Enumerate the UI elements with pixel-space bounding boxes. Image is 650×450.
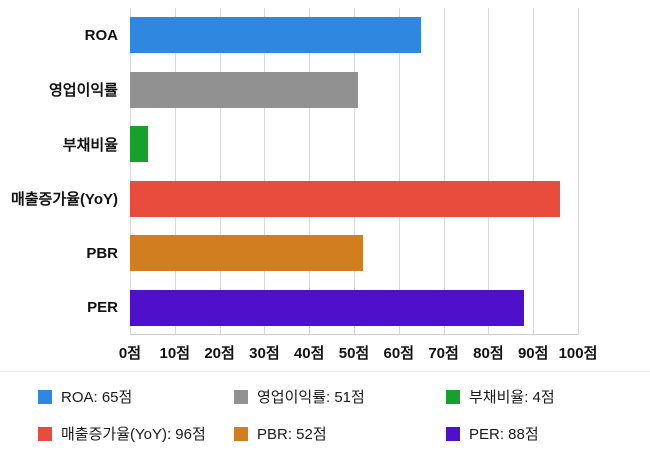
bar-track [130, 289, 578, 326]
gridline [398, 8, 400, 335]
x-axis-ticks: 0점 10점 20점 30점 40점 50점 60점 70점 80점 90점 100점 [119, 335, 597, 365]
gridline [578, 8, 579, 335]
legend-swatch [38, 389, 52, 404]
legend-label: 매출증가율(YoY): 96점 [61, 426, 206, 443]
gridline [443, 8, 445, 335]
bar-row: 부채비율 [0, 117, 650, 172]
x-tick-label: 40점 [293, 345, 325, 362]
legend-label: PER: 88점 [469, 426, 539, 443]
bar-row: 매출증가율(YoY) [0, 172, 650, 227]
x-tick-label: 0점 [118, 345, 142, 362]
x-tick-label: 30점 [249, 345, 280, 362]
bar [130, 180, 561, 217]
legend-divider [0, 371, 650, 372]
legend-item: PBR: 52점 [234, 423, 446, 444]
legend-item: ROA: 65점 [38, 386, 234, 407]
bar-track [130, 17, 578, 54]
category-label: ROA [84, 26, 118, 44]
x-tick-label: 80점 [473, 345, 504, 362]
category-label: PER [87, 299, 118, 317]
bar-track [130, 180, 578, 217]
category-label: 부채비율 [62, 136, 118, 154]
category-label: PBR [86, 244, 118, 262]
bar-track [130, 126, 578, 163]
legend-label: 부채비율: 4점 [469, 389, 555, 406]
legend-item: 부채비율: 4점 [446, 386, 650, 407]
bar-track [130, 235, 578, 272]
gridline [488, 8, 490, 335]
gridline [174, 8, 176, 335]
bar [130, 17, 422, 54]
legend-swatch [234, 426, 248, 441]
x-tick-label: 70점 [428, 345, 459, 362]
bar-row: PER [0, 281, 650, 336]
bar [130, 235, 363, 272]
legend-item: 매출증가율(YoY): 96점 [38, 423, 234, 444]
bar-row: 영업이익률 [0, 63, 650, 118]
legend-swatch [446, 389, 460, 404]
bar-track [130, 71, 578, 108]
x-tick-label: 20점 [204, 345, 235, 362]
legend-label: 영업이익률: 51점 [257, 389, 365, 406]
x-tick-label: 90점 [517, 345, 549, 362]
x-tick-label: 10점 [159, 345, 191, 362]
bar [130, 126, 148, 163]
legend-label: ROA: 65점 [61, 389, 133, 406]
x-tick-label: 100점 [558, 345, 598, 362]
legend-item: PER: 88점 [446, 423, 650, 444]
bar [130, 289, 525, 326]
legend-swatch [234, 389, 248, 404]
bar-row: ROA [0, 8, 650, 63]
category-label: 영업이익률 [48, 82, 118, 100]
grid-overlay [130, 8, 579, 335]
legend-swatch [38, 426, 52, 441]
x-tick-label: 50점 [338, 345, 370, 362]
gridline [533, 8, 535, 335]
gridline [264, 8, 266, 335]
gridline [219, 8, 221, 335]
gridline [354, 8, 355, 335]
legend-label: PBR: 52점 [257, 426, 327, 443]
legend-item: 영업이익률: 51점 [234, 386, 446, 407]
legend-swatch [446, 426, 460, 441]
gridline [130, 8, 131, 335]
category-label: 매출증가율(YoY) [10, 191, 118, 209]
bar [130, 71, 359, 108]
gridline [309, 8, 311, 335]
bar-row: PBR [0, 226, 650, 281]
x-tick-label: 60점 [383, 345, 415, 362]
